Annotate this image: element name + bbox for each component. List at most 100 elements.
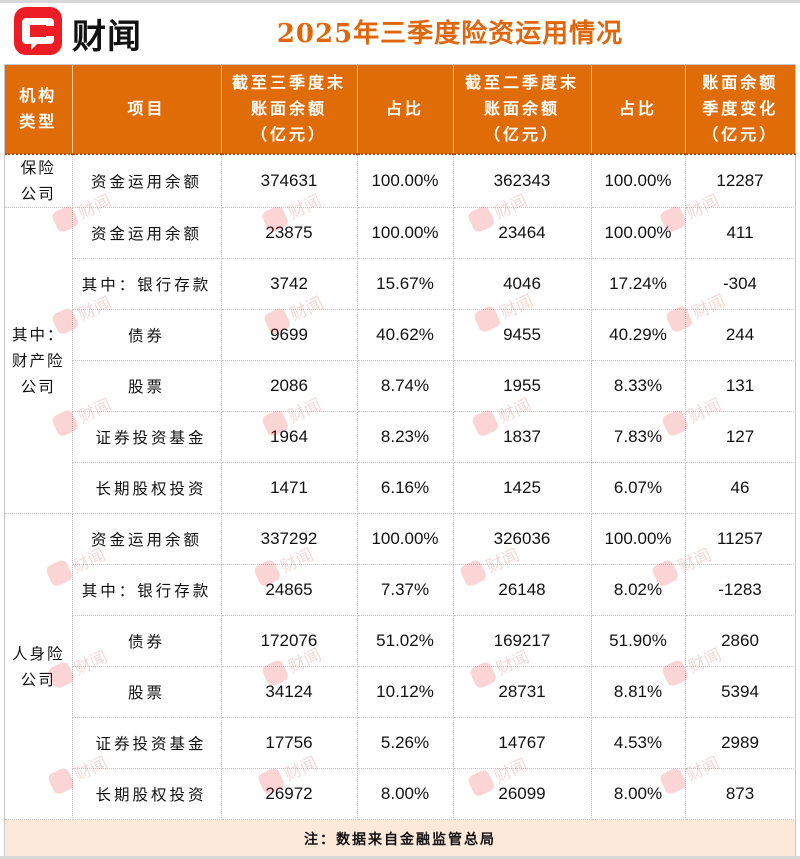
q2-balance-cell: 28731 <box>452 666 592 718</box>
brand-name: 财闻 <box>72 17 142 57</box>
q2-share-cell: 40.29% <box>590 309 686 361</box>
col-header-q2-balance: 截至二季度末 账面余额 （亿元） <box>452 65 591 155</box>
source-note: 注：数据来自金融监管总局 <box>5 819 795 858</box>
table-row: 其中：银行存款 24865 7.37% 26148 8.02% -1283 <box>5 564 796 616</box>
q3-balance-cell: 9699 <box>220 309 358 361</box>
q2-balance-cell: 9455 <box>452 309 592 361</box>
q2-balance-cell: 26099 <box>452 768 592 820</box>
item-cell: 其中：银行存款 <box>71 564 222 616</box>
table-row: 人身险 公司 资金运用余额 337292 100.00% 326036 100.0… <box>5 513 796 820</box>
q2-share-cell: 8.02% <box>590 564 686 616</box>
table-row: 债券 9699 40.62% 9455 40.29% 244 <box>5 309 796 361</box>
item-cell: 资金运用余额 <box>71 513 222 565</box>
q3-balance-cell: 34124 <box>220 666 358 718</box>
item-cell: 股票 <box>71 360 222 412</box>
q2-balance-cell: 1425 <box>452 462 592 514</box>
item-cell: 资金运用余额 <box>71 153 222 208</box>
q3-share-cell: 10.12% <box>356 666 454 718</box>
q3-balance-cell: 23875 <box>220 207 358 259</box>
q2-share-cell: 4.53% <box>590 717 686 769</box>
table-header-row: 机构 类型 项目 截至三季度末 账面余额 （亿元） 占比 截至二季度末 账面余额 （亿元）… <box>5 65 795 155</box>
col-header-item: 项目 <box>71 65 221 155</box>
item-cell: 长期股权投资 <box>71 768 222 820</box>
q3-balance-cell: 172076 <box>220 615 358 667</box>
item-cell: 证券投资基金 <box>71 717 222 769</box>
q2-share-cell: 51.90% <box>590 615 686 667</box>
q2-balance-cell: 1837 <box>452 411 592 463</box>
page-header: 财闻 2025年三季度险资运用情况 <box>0 3 800 63</box>
item-cell: 其中：银行存款 <box>71 258 222 310</box>
q2-balance-cell: 14767 <box>452 717 592 769</box>
org-type-life: 人身险 公司 <box>5 513 73 820</box>
q3-balance-cell: 1471 <box>220 462 358 514</box>
q2-share-cell: 17.24% <box>590 258 686 310</box>
q3-balance-cell: 1964 <box>220 411 358 463</box>
change-cell: 5394 <box>684 666 796 718</box>
q2-balance-cell: 169217 <box>452 615 592 667</box>
change-cell: 12287 <box>684 153 796 208</box>
q3-share-cell: 8.00% <box>356 768 454 820</box>
change-cell: 2860 <box>684 615 796 667</box>
q3-balance-cell: 17756 <box>220 717 358 769</box>
q3-share-cell: 6.16% <box>356 462 454 514</box>
col-header-q3-balance: 截至三季度末 账面余额 （亿元） <box>220 65 357 155</box>
caiwen-logo-icon <box>14 7 62 55</box>
q2-share-cell: 100.00% <box>590 207 686 259</box>
q3-share-cell: 100.00% <box>356 513 454 565</box>
change-cell: 244 <box>684 309 796 361</box>
q2-balance-cell: 1955 <box>452 360 592 412</box>
table-row: 长期股权投资 26972 8.00% 26099 8.00% 873 <box>5 768 796 820</box>
q3-share-cell: 8.74% <box>356 360 454 412</box>
change-cell: 11257 <box>684 513 796 565</box>
q2-balance-cell: 326036 <box>452 513 592 565</box>
org-type-property: 其中： 财产险 公司 <box>5 207 73 514</box>
q3-balance-cell: 337292 <box>220 513 358 565</box>
table-row: 证券投资基金 1964 8.23% 1837 7.83% 127 <box>5 411 796 463</box>
table-row: 股票 2086 8.74% 1955 8.33% 131 <box>5 360 796 412</box>
item-cell: 债券 <box>71 309 222 361</box>
q3-share-cell: 100.00% <box>356 153 454 208</box>
item-cell: 股票 <box>71 666 222 718</box>
change-cell: -1283 <box>684 564 796 616</box>
change-cell: 131 <box>684 360 796 412</box>
q3-share-cell: 8.23% <box>356 411 454 463</box>
insurance-funds-table: 机构 类型 项目 截至三季度末 账面余额 （亿元） 占比 截至二季度末 账面余额 （亿元）… <box>5 65 796 858</box>
change-cell: 411 <box>684 207 796 259</box>
q2-share-cell: 8.81% <box>590 666 686 718</box>
q2-balance-cell: 23464 <box>452 207 592 259</box>
table-row: 长期股权投资 1471 6.16% 1425 6.07% 46 <box>5 462 796 514</box>
col-header-org-type: 机构 类型 <box>5 65 72 155</box>
item-cell: 证券投资基金 <box>71 411 222 463</box>
change-cell: 127 <box>684 411 796 463</box>
q3-balance-cell: 2086 <box>220 360 358 412</box>
q2-balance-cell: 4046 <box>452 258 592 310</box>
item-cell: 债券 <box>71 615 222 667</box>
q3-balance-cell: 3742 <box>220 258 358 310</box>
table-row: 保险 公司 资金运用余额 374631 100.00% 362343 100.00… <box>5 153 796 208</box>
org-type-insurance: 保险 公司 <box>5 153 73 208</box>
q3-balance-cell: 374631 <box>220 153 358 208</box>
table-footer-row: 注：数据来自金融监管总局 <box>5 819 795 858</box>
col-header-q2-share: 占比 <box>590 65 685 155</box>
item-cell: 资金运用余额 <box>71 207 222 259</box>
change-cell: 2989 <box>684 717 796 769</box>
table-row: 证券投资基金 17756 5.26% 14767 4.53% 2989 <box>5 717 796 769</box>
table-row: 其中：银行存款 3742 15.67% 4046 17.24% -304 <box>5 258 796 310</box>
table-row: 股票 34124 10.12% 28731 8.81% 5394 <box>5 666 796 718</box>
q2-share-cell: 8.33% <box>590 360 686 412</box>
table-row: 债券 172076 51.02% 169217 51.90% 2860 <box>5 615 796 667</box>
q2-share-cell: 8.00% <box>590 768 686 820</box>
q3-share-cell: 40.62% <box>356 309 454 361</box>
item-cell: 长期股权投资 <box>71 462 222 514</box>
bottom-border <box>0 856 800 859</box>
q3-share-cell: 100.00% <box>356 207 454 259</box>
change-cell: -304 <box>684 258 796 310</box>
change-cell: 46 <box>684 462 796 514</box>
q3-share-cell: 5.26% <box>356 717 454 769</box>
data-table-container: 机构 类型 项目 截至三季度末 账面余额 （亿元） 占比 截至二季度末 账面余额 （亿元）… <box>4 64 796 858</box>
q3-balance-cell: 26972 <box>220 768 358 820</box>
q3-share-cell: 7.37% <box>356 564 454 616</box>
col-header-quarterly-change: 账面余额 季度变化 （亿元） <box>684 65 795 155</box>
table-row: 其中： 财产险 公司 资金运用余额 23875 100.00% 23464 100.… <box>5 207 796 514</box>
page-title: 2025年三季度险资运用情况 <box>276 19 624 49</box>
